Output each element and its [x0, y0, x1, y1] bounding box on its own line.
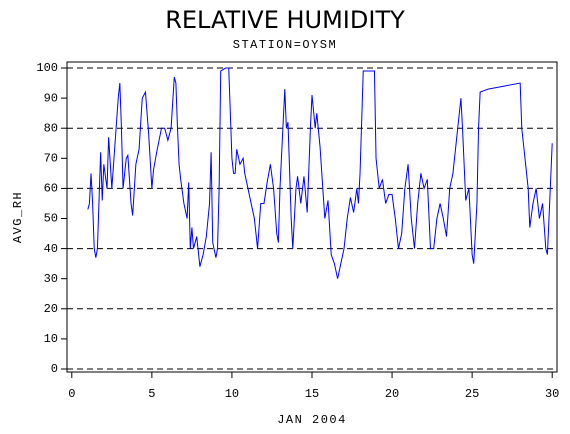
y-tick-label: 60 — [44, 182, 58, 196]
y-tick-label: 50 — [44, 212, 58, 226]
x-tick-label: 25 — [465, 387, 479, 401]
x-tick-label: 5 — [148, 387, 155, 401]
x-tick-label: 0 — [68, 387, 75, 401]
y-tick-label: 0 — [51, 362, 58, 376]
plot-frame — [66, 61, 558, 373]
y-tick-label: 20 — [44, 302, 58, 316]
chart-subtitle: STATION=OYSM — [233, 38, 337, 52]
chart-title: RELATIVE HUMIDITY — [165, 6, 405, 34]
x-tick-label: 15 — [305, 387, 319, 401]
y-tick-label: 70 — [44, 151, 58, 165]
y-tick-label: 30 — [44, 272, 58, 286]
y-tick-label: 40 — [44, 242, 58, 256]
y-tick-label: 10 — [44, 332, 58, 346]
x-axis-label: JAN 2004 — [277, 413, 347, 427]
y-tick-label: 80 — [44, 121, 58, 135]
x-tick-label: 20 — [385, 387, 399, 401]
data-line — [87, 67, 553, 279]
x-tick-label: 30 — [545, 387, 559, 401]
y-axis-label: AVG_RH — [11, 191, 25, 243]
y-tick-label: 90 — [44, 91, 58, 105]
x-tick-label: 10 — [225, 387, 239, 401]
y-tick-label: 100 — [36, 61, 58, 75]
